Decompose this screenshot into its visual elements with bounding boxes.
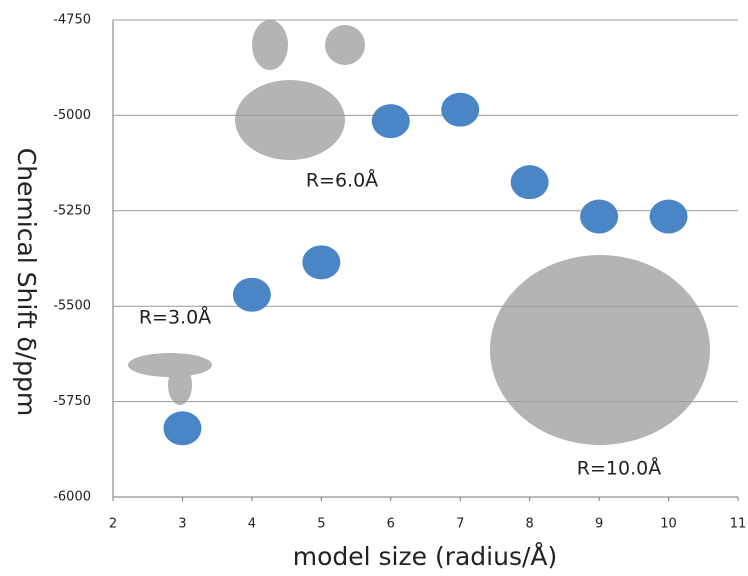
x-tick-label: 2 <box>109 517 117 532</box>
point <box>163 411 201 445</box>
point <box>441 93 479 127</box>
y-tick-label: -4750 <box>53 13 91 28</box>
x-tick-label: 9 <box>595 517 603 532</box>
point <box>580 200 618 234</box>
point <box>650 200 688 234</box>
x-tick-label: 4 <box>248 517 256 532</box>
y-tick-label: -5250 <box>53 203 91 218</box>
annotation: R=3.0Å <box>139 306 211 329</box>
x-tick-label: 11 <box>730 517 747 532</box>
point <box>372 104 410 138</box>
x-tick-label: 10 <box>660 517 677 532</box>
x-tick-label: 6 <box>387 517 395 532</box>
y-axis-title: Chemical Shift δ/ppm <box>12 148 41 417</box>
point <box>511 165 549 199</box>
y-tick-label: -5000 <box>53 108 91 123</box>
molecule-decor <box>128 20 710 445</box>
chart: model size (radius/Å) Chemical Shift δ/p… <box>0 0 748 576</box>
point <box>302 245 340 279</box>
y-tick-label: -6000 <box>53 490 91 505</box>
annotation: R=10.0Å <box>577 457 661 480</box>
x-tick-label: 7 <box>456 517 464 532</box>
y-tick-label: -5500 <box>53 299 91 314</box>
point <box>233 278 271 312</box>
x-axis-title: model size (radius/Å) <box>293 542 558 571</box>
y-tick-label: -5750 <box>53 394 91 409</box>
x-tick-label: 3 <box>178 517 186 532</box>
annotation: R=6.0Å <box>306 169 378 192</box>
x-tick-label: 5 <box>317 517 325 532</box>
x-tick-label: 8 <box>526 517 534 532</box>
